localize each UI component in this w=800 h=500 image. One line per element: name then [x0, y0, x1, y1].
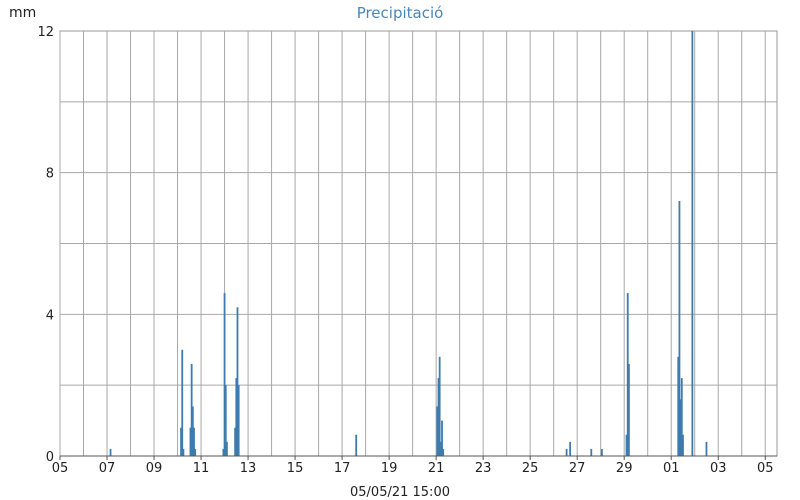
precipitation-bar — [680, 378, 683, 456]
precipitation-bar — [678, 201, 681, 456]
precipitation-bar — [565, 448, 568, 456]
precipitation-bar — [222, 448, 225, 456]
precipitation-bar — [224, 385, 227, 456]
x-tick-label: 25 — [522, 461, 539, 476]
precipitation-bar — [625, 434, 628, 456]
precipitation-bar — [682, 434, 684, 456]
precipitation-bars — [109, 31, 708, 456]
x-tick-label: 05 — [52, 461, 69, 476]
x-tick-label: 29 — [616, 461, 633, 476]
x-tick-label: 21 — [428, 461, 445, 476]
precipitation-bar — [442, 448, 445, 456]
x-tick-label: 15 — [287, 461, 304, 476]
precipitation-bar — [626, 293, 629, 456]
precipitation-bar — [180, 427, 182, 456]
precipitation-bar — [627, 363, 630, 456]
precipitation-bar — [234, 427, 237, 456]
y-axis-unit: mm — [9, 5, 36, 21]
precipitation-bar — [677, 356, 680, 456]
precipitation-bar — [190, 363, 193, 456]
precipitation-bar — [569, 441, 572, 456]
x-tick-label: 27 — [569, 461, 586, 476]
y-axis-ticks: 0 4 8 12 — [37, 25, 54, 465]
y-tick-label: 12 — [37, 25, 54, 40]
timestamp-footer: 05/05/21 15:00 — [350, 485, 450, 500]
precipitation-bar — [237, 385, 240, 456]
precipitation-bar — [705, 441, 708, 456]
x-axis-ticks: 05 07 09 11 13 15 17 19 21 23 25 27 29 01 03 05 — [52, 456, 774, 476]
chart-title: Precipitació — [357, 4, 444, 22]
precipitation-bar — [436, 406, 439, 456]
x-tick-label: 11 — [193, 461, 210, 476]
precipitation-bar — [441, 420, 443, 456]
precipitation-bar — [226, 441, 228, 456]
precipitation-bar — [189, 427, 192, 456]
precipitation-bar — [193, 427, 195, 456]
precipitation-bar — [109, 448, 112, 456]
x-tick-label: 09 — [146, 461, 163, 476]
x-tick-label: 01 — [663, 461, 680, 476]
precipitation-bar — [691, 31, 694, 456]
precipitation-bar — [437, 378, 440, 456]
x-tick-label: 23 — [475, 461, 492, 476]
x-tick-label: 03 — [710, 461, 727, 476]
grid-lines — [59, 31, 777, 456]
x-tick-label: 05 — [757, 461, 774, 476]
precipitation-bar — [223, 293, 226, 456]
precipitation-bar — [600, 448, 603, 456]
y-tick-label: 8 — [46, 167, 54, 182]
x-tick-label: 07 — [99, 461, 116, 476]
precipitation-bar — [438, 356, 441, 456]
x-tick-label: 13 — [240, 461, 257, 476]
precipitation-bar — [235, 378, 238, 456]
x-tick-label: 19 — [381, 461, 398, 476]
precipitation-bar — [236, 307, 239, 456]
precipitation-bar — [590, 448, 593, 456]
x-tick-label: 17 — [334, 461, 351, 476]
precipitation-bar — [439, 441, 442, 456]
precipitation-bar — [355, 434, 358, 456]
precipitation-bar — [181, 349, 184, 456]
precipitation-bar — [182, 448, 185, 456]
precipitation-bar — [191, 406, 194, 456]
precipitation-bar — [194, 448, 197, 456]
y-tick-label: 0 — [46, 450, 54, 465]
y-tick-label: 4 — [46, 308, 54, 323]
precipitation-bar — [679, 399, 682, 456]
